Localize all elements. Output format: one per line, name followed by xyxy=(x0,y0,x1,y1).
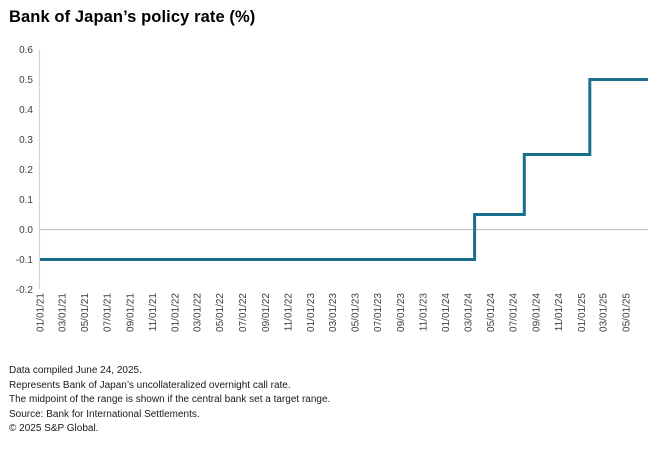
x-axis-tick-label: 11/01/22 xyxy=(283,293,294,332)
policy-rate-line xyxy=(40,78,648,261)
x-axis-tick-label: 07/01/22 xyxy=(238,293,249,332)
x-axis-tick-label: 05/01/24 xyxy=(486,293,497,332)
y-axis-tick-label: 0.6 xyxy=(19,45,33,56)
x-axis-tick-label: 09/01/22 xyxy=(261,293,272,332)
x-axis-tick-label: 05/01/21 xyxy=(80,293,91,332)
footnote-midpoint: The midpoint of the range is shown if th… xyxy=(9,394,331,406)
chart-title: Bank of Japan’s policy rate (%) xyxy=(9,8,256,26)
y-axis-tick-label: 0.0 xyxy=(19,225,33,236)
x-axis-tick-label: 03/01/21 xyxy=(57,293,68,332)
x-axis-tick-label: 09/01/21 xyxy=(126,293,137,332)
y-axis-tick-label: 0.4 xyxy=(19,105,33,116)
x-axis-tick-label: 01/01/21 xyxy=(36,293,47,332)
x-axis-tick-label: 07/01/21 xyxy=(103,293,114,332)
x-axis-tick-label: 01/01/24 xyxy=(441,293,452,332)
x-axis-tick-label: 03/01/22 xyxy=(193,293,204,332)
footnote-data-compiled: Data compiled June 24, 2025. xyxy=(9,365,142,376)
x-axis-tick-label: 11/01/21 xyxy=(148,293,159,332)
x-axis-tick-label: 11/01/23 xyxy=(419,293,430,332)
y-axis-tick-label: -0.1 xyxy=(16,255,34,266)
x-axis-tick-label: 05/01/22 xyxy=(215,293,226,332)
y-axis-tick-label: 0.1 xyxy=(19,195,33,206)
x-axis-tick-label: 03/01/25 xyxy=(599,293,610,332)
x-axis-tick-label: 03/01/24 xyxy=(463,293,474,332)
x-axis-tick-label: 07/01/23 xyxy=(373,293,384,332)
chart-footnotes: Data compiled June 24, 2025. Represents … xyxy=(9,364,330,437)
y-axis-tick-label: 0.5 xyxy=(19,75,33,86)
y-axis-tick-label: 0.2 xyxy=(19,165,33,176)
x-axis-tick-label: 11/01/24 xyxy=(554,293,565,332)
x-axis-tick-label: 01/01/22 xyxy=(171,293,182,332)
footnote-represents: Represents Bank of Japan’s uncollaterali… xyxy=(9,379,291,391)
x-axis-tick-label: 05/01/23 xyxy=(350,293,361,332)
x-axis-tick-label: 01/01/25 xyxy=(577,293,588,332)
y-axis-tick-label: -0.2 xyxy=(16,285,34,296)
x-axis-tick-label: 01/01/23 xyxy=(306,293,317,332)
x-axis-tick-label: 09/01/24 xyxy=(532,293,543,332)
x-axis-tick-label: 03/01/23 xyxy=(328,293,339,332)
footnote-copyright: © 2025 S&P Global. xyxy=(9,423,99,435)
x-axis-tick-label: 05/01/25 xyxy=(621,293,632,332)
x-axis-tick-label: 09/01/23 xyxy=(396,293,407,332)
footnote-source: Source: Bank for International Settlemen… xyxy=(9,408,200,420)
x-axis-tick-label: 07/01/24 xyxy=(509,293,520,332)
y-axis-tick-label: 0.3 xyxy=(19,135,33,146)
